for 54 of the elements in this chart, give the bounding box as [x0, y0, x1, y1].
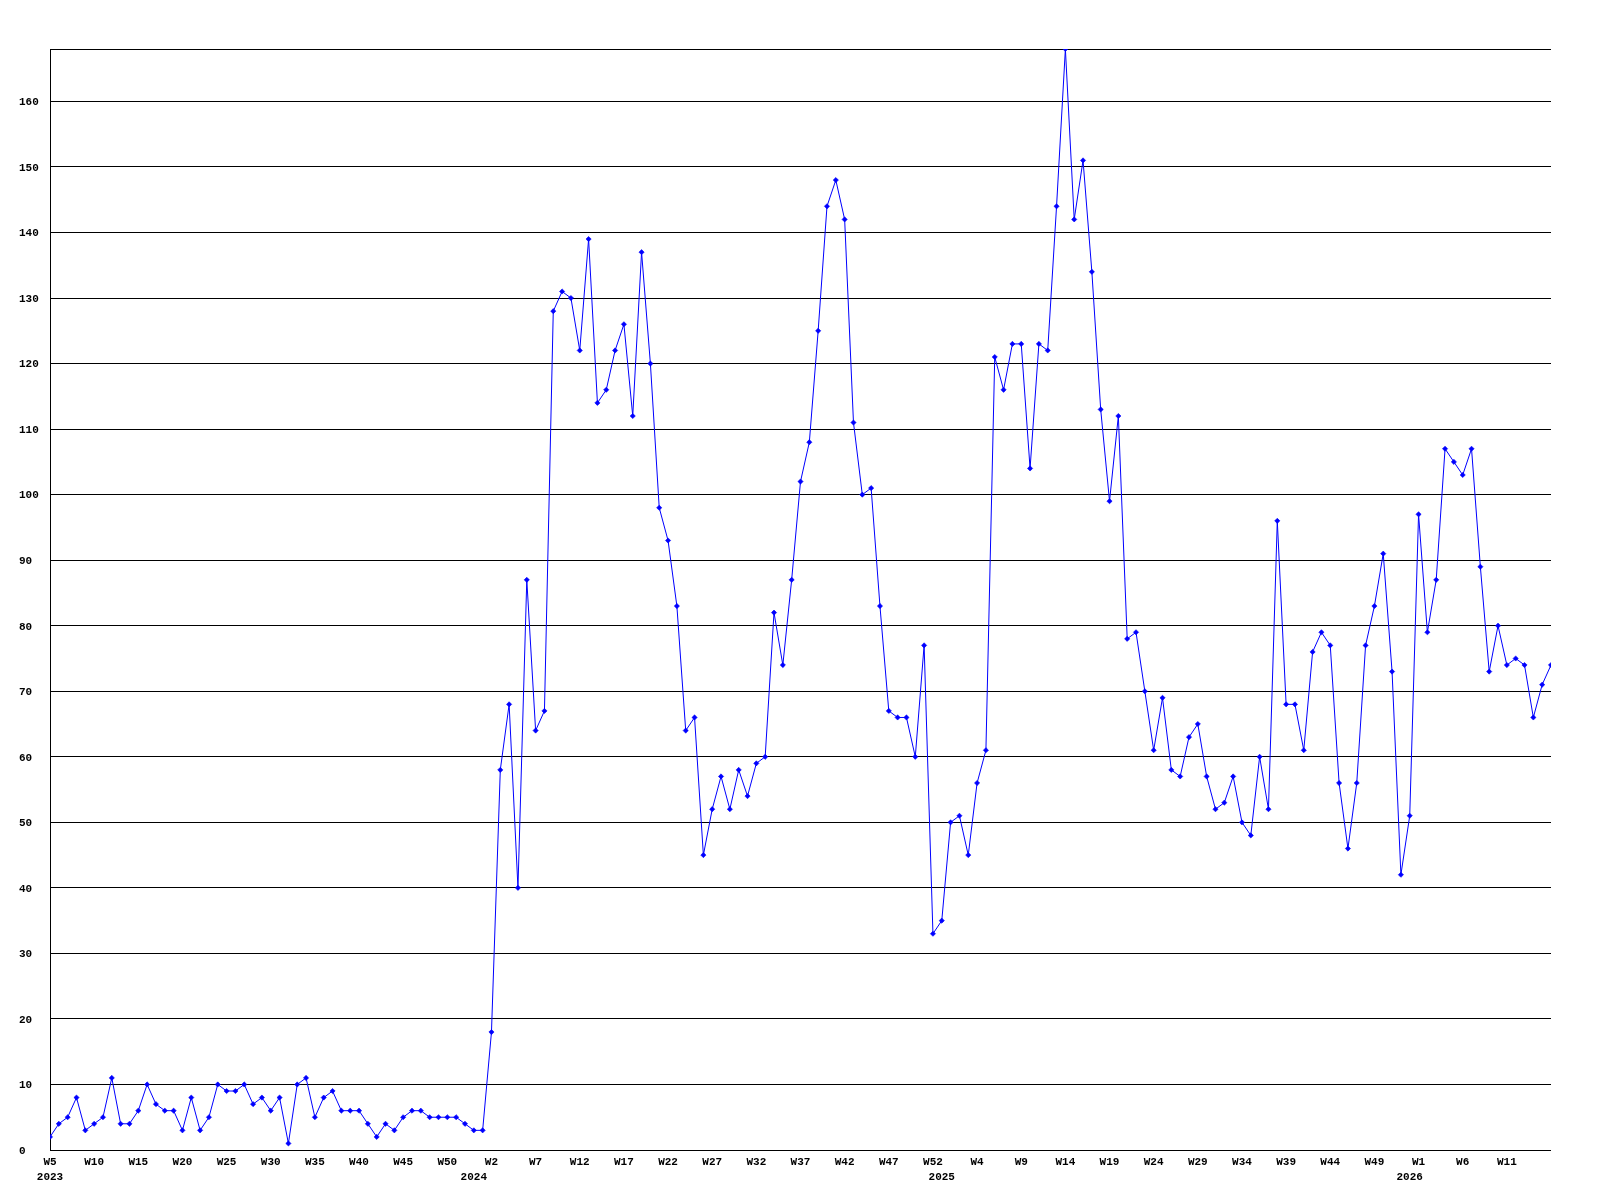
x-tick-label: W1	[1411, 1156, 1426, 1168]
y-tick-label: 100	[19, 489, 39, 502]
x-tick-label: W20	[172, 1156, 193, 1168]
x-tick-label: W4	[970, 1156, 985, 1168]
y-tick-label: 50	[19, 817, 33, 830]
y-tick-label: 20	[19, 1013, 33, 1026]
x-tick-label: W44	[1320, 1156, 1341, 1168]
x-tick-label: W39	[1276, 1156, 1297, 1168]
y-tick-label: 10	[19, 1079, 33, 1092]
x-tick-label: W30	[260, 1156, 281, 1168]
x-tick-label: W19	[1099, 1156, 1120, 1168]
y-tick-label: 150	[19, 161, 39, 174]
x-tick-label: W47	[878, 1156, 899, 1168]
y-tick-label: 90	[19, 555, 33, 568]
y-tick-label: 80	[19, 620, 33, 633]
x-tick-label: W45	[393, 1156, 414, 1168]
x-tick-label: W49	[1364, 1156, 1385, 1168]
x-tick-label: W9	[1014, 1156, 1028, 1168]
x-tick-label: W34	[1232, 1156, 1253, 1168]
x-tick-label: W7	[529, 1156, 543, 1168]
x-tick-label: 2025	[928, 1171, 956, 1183]
y-tick-label: 160	[19, 96, 39, 109]
x-tick-label: W32	[746, 1156, 767, 1168]
y-tick-label: 30	[19, 948, 33, 961]
x-tick-label: W6	[1456, 1156, 1470, 1168]
y-tick-label: 40	[19, 882, 33, 895]
x-tick-label: W22	[658, 1156, 678, 1168]
x-tick-label: W2	[484, 1156, 499, 1168]
x-tick-label: W42	[834, 1156, 855, 1168]
x-tick-label: W29	[1187, 1156, 1208, 1168]
y-tick-label: 130	[19, 292, 39, 305]
x-tick-label: W52	[923, 1156, 943, 1168]
x-tick-label: W5 2023	[36, 1156, 64, 1183]
y-tick-label: 70	[19, 686, 33, 699]
y-tick-label: 0	[19, 1144, 26, 1157]
y-tick-label: 140	[19, 227, 39, 240]
x-tick-label: W15	[128, 1156, 149, 1168]
x-tick-label: 2024	[460, 1171, 488, 1183]
x-tick-label: W50	[437, 1156, 458, 1168]
x-tick-label: W14	[1055, 1156, 1076, 1168]
x-tick-label: W12	[569, 1156, 590, 1168]
y-tick-label: 60	[19, 751, 33, 764]
x-tick-label: W35	[304, 1156, 326, 1168]
x-tick-label: W37	[790, 1156, 811, 1168]
x-tick-label: W40	[349, 1156, 369, 1168]
x-tick-label: W10	[84, 1156, 105, 1168]
x-tick-label: W17	[614, 1156, 634, 1168]
x-tick-label: W25	[216, 1156, 237, 1168]
x-tick-label: W27	[702, 1156, 723, 1168]
y-tick-label: 120	[19, 358, 39, 371]
x-tick-label: W24	[1143, 1156, 1164, 1168]
x-tick-label: W11	[1496, 1156, 1518, 1168]
x-tick-label: 2026	[1396, 1171, 1423, 1183]
y-tick-label: 110	[19, 423, 39, 436]
